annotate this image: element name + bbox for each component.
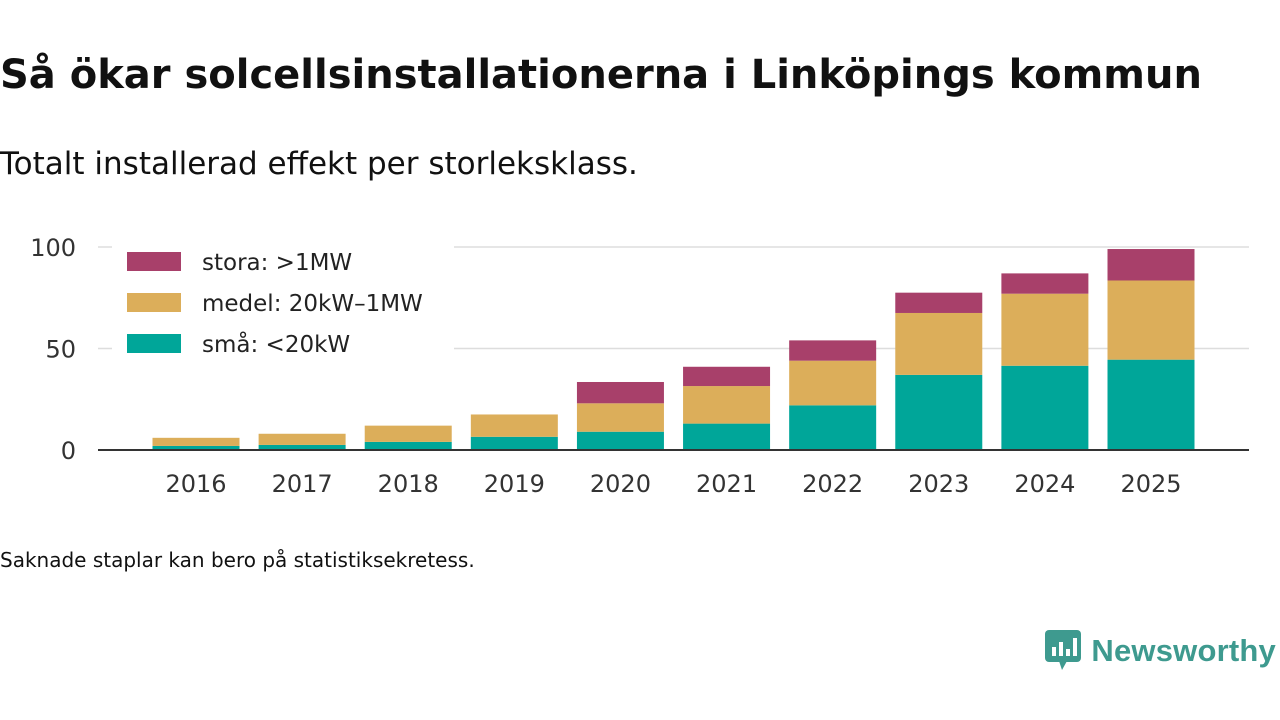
bar-2018-series-0 <box>364 441 452 450</box>
brand-name: Newsworthy <box>1091 633 1276 668</box>
chart-title: Så ökar solcellsinstallationerna i Linkö… <box>0 52 1202 98</box>
legend-swatch-0 <box>127 252 181 271</box>
bar-2020-series-0 <box>576 431 664 450</box>
x-tick-label-2017: 2017 <box>272 470 333 498</box>
x-tick-label-2024: 2024 <box>1014 470 1075 498</box>
bar-2021-series-0 <box>683 423 771 450</box>
x-tick-label-2020: 2020 <box>590 470 651 498</box>
x-tick-label-2021: 2021 <box>696 470 757 498</box>
bar-2025-series-0 <box>1107 359 1195 450</box>
bar-2016-series-0 <box>152 445 240 450</box>
bar-2016-series-1 <box>152 437 240 446</box>
x-tick-label-2022: 2022 <box>802 470 863 498</box>
legend-swatch-1 <box>127 293 181 312</box>
bar-2023-series-0 <box>895 374 983 450</box>
bar-2017-series-0 <box>258 444 346 450</box>
bar-2017-series-1 <box>258 433 346 445</box>
y-tick-label-100: 100 <box>30 234 76 262</box>
legend-label-1: medel: 20kW–1MW <box>202 291 423 317</box>
bar-2019-series-0 <box>470 436 558 450</box>
bar-2025-series-2 <box>1107 249 1195 281</box>
bar-2023-series-2 <box>895 292 983 313</box>
x-tick-label-2018: 2018 <box>378 470 439 498</box>
bar-2020-series-2 <box>576 381 664 404</box>
legend-label-0: stora: >1MW <box>202 250 352 276</box>
bar-2024-series-1 <box>1001 293 1089 366</box>
newsworthy-logo-icon <box>1045 630 1082 670</box>
bar-2022-series-0 <box>789 405 877 450</box>
bar-2020-series-1 <box>576 403 664 432</box>
legend-swatch-2 <box>127 334 181 353</box>
bar-2018-series-1 <box>364 425 452 442</box>
legend-label-2: små: <20kW <box>202 330 350 358</box>
x-tick-label-2019: 2019 <box>484 470 545 498</box>
bar-2024-series-0 <box>1001 365 1089 450</box>
footnote: Saknade staplar kan bero på statistiksek… <box>0 548 475 572</box>
bar-2024-series-2 <box>1001 273 1089 294</box>
bar-2022-series-2 <box>789 340 877 361</box>
x-tick-label-2023: 2023 <box>908 470 969 498</box>
stacked-bar-chart: 0 50 100 2016 2017 2018 2019 2020 2021 2022 2023 20… <box>30 234 1249 498</box>
bar-2021-series-2 <box>683 366 771 387</box>
bar-2019-series-1 <box>470 414 558 437</box>
bar-2025-series-1 <box>1107 280 1195 360</box>
bar-2023-series-1 <box>895 312 983 375</box>
bar-2022-series-1 <box>789 360 877 406</box>
brand[interactable]: Newsworthy <box>1045 630 1276 672</box>
x-tick-label-2025: 2025 <box>1120 470 1181 498</box>
bar-2021-series-1 <box>683 386 771 424</box>
chart-subtitle: Totalt installerad effekt per storlekskl… <box>0 146 638 182</box>
x-tick-label-2016: 2016 <box>165 470 226 498</box>
y-tick-label-50: 50 <box>45 336 76 364</box>
y-tick-label-0: 0 <box>61 437 76 465</box>
